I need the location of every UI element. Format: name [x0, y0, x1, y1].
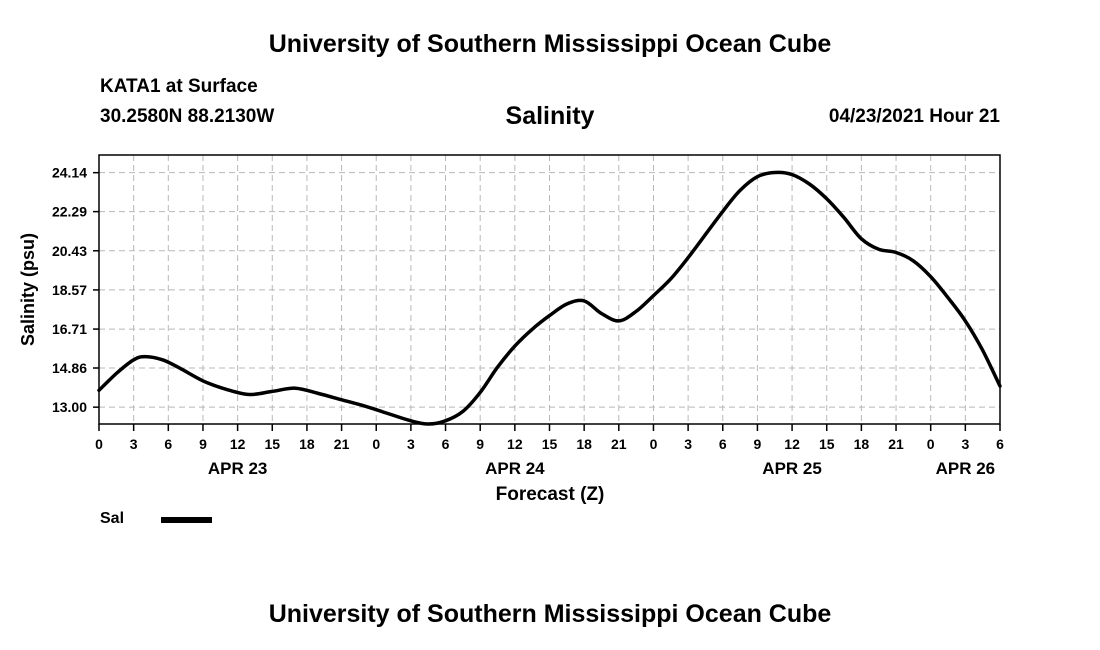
x-tick-label: 3: [961, 436, 969, 452]
x-tick-label: 15: [264, 436, 280, 452]
x-tick-label: 9: [476, 436, 484, 452]
station-label: KATA1 at Surface: [100, 76, 258, 97]
x-tick-label: 12: [784, 436, 800, 452]
y-axis: 13.00 14.86 16.71 18.57 20.43 22.29 24.14: [52, 165, 99, 415]
date-label: APR 25: [762, 459, 822, 478]
x-axis: 0 3 6 9 12 15 18 21 0 3 6 9 12 15 18 21 0 3 6 9 12 15 18 21 0 3 6A…: [95, 424, 1004, 478]
forecast-datetime: 04/23/2021 Hour 21: [828, 106, 1000, 127]
x-tick-label: 6: [996, 436, 1004, 452]
x-tick-label: 6: [442, 436, 450, 452]
x-tick-label: 6: [719, 436, 727, 452]
y-axis-title: Salinity (psu): [18, 233, 38, 346]
grid: [99, 155, 1000, 424]
x-tick-label: 18: [854, 436, 870, 452]
x-tick-label: 18: [299, 436, 315, 452]
y-tick-label: 18.57: [52, 282, 87, 298]
x-tick-label: 21: [611, 436, 627, 452]
date-label: APR 24: [485, 459, 545, 478]
y-tick-label: 24.14: [52, 165, 87, 181]
x-tick-label: 0: [927, 436, 935, 452]
y-tick-label: 16.71: [52, 321, 87, 337]
x-tick-label: 0: [95, 436, 103, 452]
x-tick-label: 15: [819, 436, 835, 452]
x-tick-label: 0: [650, 436, 658, 452]
y-tick-label: 22.29: [52, 204, 87, 220]
x-tick-label: 9: [754, 436, 762, 452]
x-tick-label: 3: [130, 436, 138, 452]
x-tick-label: 6: [164, 436, 172, 452]
x-tick-label: 3: [684, 436, 692, 452]
legend-label-sal: Sal: [100, 510, 125, 527]
y-tick-label: 20.43: [52, 243, 87, 259]
x-tick-label: 9: [199, 436, 207, 452]
x-tick-label: 18: [576, 436, 592, 452]
x-tick-label: 12: [230, 436, 246, 452]
x-tick-label: 12: [507, 436, 523, 452]
date-label: APR 26: [936, 459, 996, 478]
footer-title: University of Southern Mississippi Ocean…: [268, 600, 832, 628]
x-axis-title: Forecast (Z): [496, 484, 605, 505]
chart-title: Salinity: [505, 102, 595, 130]
header-title: University of Southern Mississippi Ocean…: [268, 30, 832, 58]
y-tick-label: 14.86: [52, 360, 87, 376]
x-tick-label: 3: [407, 436, 415, 452]
x-tick-label: 21: [888, 436, 904, 452]
x-tick-label: 15: [542, 436, 558, 452]
x-tick-label: 0: [372, 436, 380, 452]
legend-line-sal: [161, 517, 212, 523]
date-label: APR 23: [208, 459, 268, 478]
salinity-chart: 13.00 14.86 16.71 18.57 20.43 22.29 24.14 0 3 6 9…: [18, 154, 1004, 505]
x-tick-label: 21: [334, 436, 350, 452]
y-tick-label: 13.00: [52, 399, 87, 415]
salinity-series-line: [97, 170, 1002, 426]
station-coordinates: 30.2580N 88.2130W: [100, 106, 275, 127]
